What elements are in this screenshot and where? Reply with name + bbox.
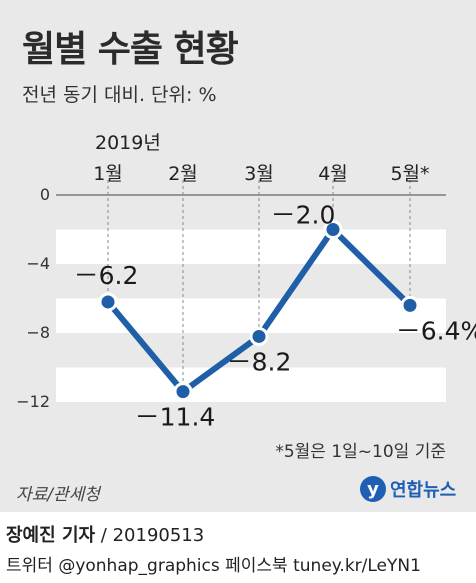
data-label: －8.2 [227,347,292,376]
grid-bands [56,229,446,402]
data-label: －11.4 [135,403,216,432]
data-points [98,220,420,402]
data-label: －2.0 [271,201,336,230]
grid-band [56,229,446,264]
page-title: 월별 수출 현황 [22,29,239,70]
x-axis-ticks: 1월 2월 3월 4월 5월* [93,163,429,185]
x-tick-label: 2월 [168,163,198,185]
data-point [400,295,420,315]
line-chart: 0 −4 −8 −12 1월 2월 3월 4월 5월* 2019년 －6.2 －11.4 －8.2… [16,132,476,462]
footnote: *5월은 1일~10일 기준 [275,442,446,462]
source-label: 자료/관세청 [16,485,100,505]
yonhap-logo-icon: y [360,476,386,502]
x-tick-label: 5월* [390,163,429,185]
x-tick-label: 3월 [244,163,274,185]
social-links: 트위터 @yonhap_graphics 페이스북 tuney.kr/LeYN1 [6,556,421,576]
data-point [98,292,118,312]
grid-band [56,367,446,402]
data-point [249,326,269,346]
data-point [173,382,193,402]
logo: y 연합뉴스 [360,474,456,504]
year-label: 2019년 [95,132,161,154]
y-tick-label: −4 [26,254,50,273]
y-tick-label: −8 [26,323,50,342]
byline: 장예진 기자 / 20190513 [6,521,204,547]
y-axis-ticks: 0 −4 −8 −12 [16,185,50,411]
chart-card: 월별 수출 현황 전년 동기 대비. 단위: % 0 −4 −8 −12 1월 2월 3월… [0,0,476,512]
data-point [323,220,343,239]
y-tick-label: −12 [16,392,50,411]
month-guides [107,180,411,392]
x-tick-label: 4월 [318,163,348,185]
x-tick-label: 1월 [93,163,123,185]
data-labels: －6.2 －11.4 －8.2 －2.0 －6.4% [74,201,476,432]
chart-subtitle: 전년 동기 대비. 단위: % [22,84,217,106]
y-tick-label: 0 [40,185,50,204]
logo-text: 연합뉴스 [390,480,457,501]
author: 장예진 기자 [6,525,96,546]
data-label: －6.4% [396,316,476,345]
publish-date: / 20190513 [95,525,205,546]
data-label: －6.2 [74,261,139,290]
